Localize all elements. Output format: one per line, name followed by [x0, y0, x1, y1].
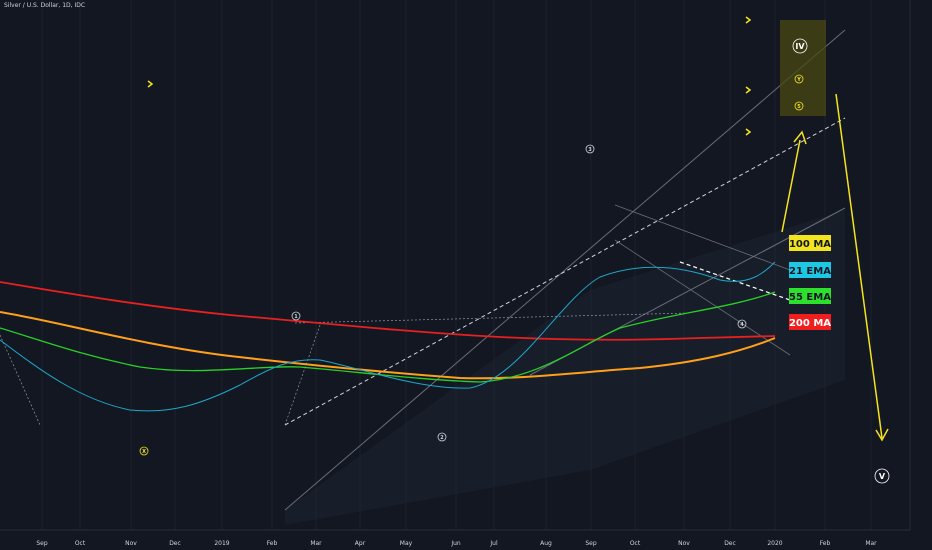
- ema21-line: [0, 261, 776, 412]
- x-tick-label: Aug: [540, 540, 552, 547]
- x-tick-label: Dec: [169, 540, 181, 547]
- ema55-line: [0, 291, 776, 383]
- dotted-line: [294, 312, 691, 324]
- channel-upper-line: [284, 29, 846, 511]
- x-tick-label: Feb: [820, 540, 831, 547]
- x-tick-label: Jun: [450, 540, 461, 547]
- wave-label: 5: [797, 104, 801, 110]
- x-tick-label: Sep: [36, 540, 48, 547]
- wave-label-circle: [291, 311, 301, 321]
- x-tick-label: 2019: [214, 540, 229, 547]
- wave-label: 4: [740, 322, 744, 328]
- wave-label-circle: [139, 446, 149, 456]
- marker-arrow: [745, 86, 752, 94]
- projection-arrow-down: [835, 93, 883, 439]
- indicator-tag-label: 200 MA: [789, 318, 831, 329]
- x-tick-label: Nov: [678, 540, 690, 547]
- dotted-line: [0, 334, 41, 426]
- indicator-tag-label: 21 EMA: [789, 266, 831, 277]
- wave-label-circle: [794, 101, 804, 111]
- marker-arrow: [147, 80, 154, 88]
- x-tick-label: 2020: [767, 540, 782, 547]
- ma100-line: [0, 311, 776, 380]
- wave-label: Y: [796, 77, 801, 83]
- x-tick-label: Sep: [585, 540, 597, 547]
- wave-label-circle: [792, 38, 808, 54]
- indicator-tag-21-ema: [789, 262, 831, 278]
- x-tick-label: Mar: [865, 540, 877, 547]
- ma200-line: [0, 281, 776, 341]
- projection-arrow-head: [875, 428, 889, 442]
- wave-label-circle: [737, 319, 747, 329]
- x-tick-label: Feb: [267, 540, 278, 547]
- x-tick-label: May: [400, 540, 413, 547]
- wave-label: 1: [294, 314, 298, 320]
- projection-arrow-head: [793, 130, 807, 145]
- wave-label-circle: [585, 144, 595, 154]
- dotted-line: [284, 324, 321, 426]
- wave-label: IV: [795, 42, 805, 51]
- x-tick-label: Dec: [724, 540, 736, 547]
- wave-label-circle: [874, 468, 890, 484]
- marker-arrow: [745, 128, 752, 136]
- x-tick-label: Apr: [355, 540, 366, 547]
- target-box: [780, 20, 826, 116]
- channel-fill: [285, 210, 845, 525]
- indicator-tag-55-ema: [789, 288, 831, 304]
- wedge-line: [614, 204, 791, 271]
- wave-label: 3: [588, 147, 592, 153]
- wave-label: V: [879, 472, 886, 481]
- projection-arrow-up: [781, 139, 801, 233]
- wave-label-circle: [794, 74, 804, 84]
- x-tick-label: Nov: [125, 540, 137, 547]
- wave-label-circle: [437, 432, 447, 442]
- x-tick-label: Jul: [489, 540, 498, 547]
- indicator-tag-label: 55 EMA: [789, 292, 831, 303]
- marker-arrow: [745, 16, 752, 24]
- wave-label: 2: [440, 435, 444, 441]
- symbol-title: Silver / U.S. Dollar, 1D, IDC: [4, 2, 86, 9]
- indicator-tag-label: 100 MA: [789, 239, 831, 250]
- wave-label: X: [142, 449, 146, 455]
- x-tick-label: Mar: [310, 540, 322, 547]
- indicator-tag-200-ma: [789, 314, 831, 330]
- indicator-tag-100-ma: [789, 235, 831, 251]
- x-tick-label: Oct: [630, 540, 641, 547]
- x-tick-label: Oct: [75, 540, 86, 547]
